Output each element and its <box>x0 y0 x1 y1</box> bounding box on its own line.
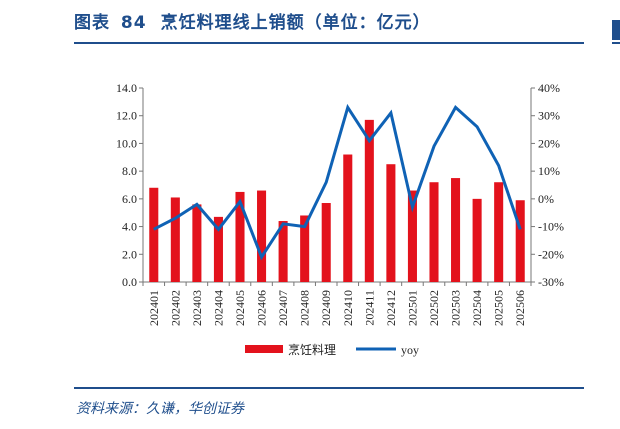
legend-label-line: yoy <box>401 343 419 357</box>
right-tick-label: 0% <box>538 192 554 206</box>
x-tick-label: 202405 <box>233 290 247 326</box>
bar-202409 <box>321 203 331 282</box>
right-tick-label: 40% <box>538 81 560 95</box>
bar-202402 <box>170 197 180 282</box>
left-tick-label: 2.0 <box>122 247 137 261</box>
x-tick-label: 202403 <box>190 290 204 326</box>
x-tick-label: 202408 <box>298 290 312 326</box>
left-tick-label: 6.0 <box>122 192 137 206</box>
x-tick-label: 202503 <box>449 290 463 326</box>
right-tick-label: 20% <box>538 136 560 150</box>
x-tick-label: 202407 <box>276 290 290 326</box>
bar-202506 <box>515 200 525 282</box>
bar-202410 <box>343 154 353 282</box>
left-tick-label: 0.0 <box>122 275 137 289</box>
x-tick-label: 202409 <box>319 290 333 326</box>
right-tick-label: -10% <box>538 220 564 234</box>
x-tick-label: 202401 <box>147 290 161 326</box>
left-tick-label: 14.0 <box>116 81 137 95</box>
x-tick-label: 202505 <box>492 290 506 326</box>
chart-title: 图表 84 烹饪料理线上销额（单位：亿元） <box>74 8 431 33</box>
yoy-line <box>153 103 522 261</box>
bar-202503 <box>451 178 461 282</box>
adjacent-panel-rule <box>612 42 620 44</box>
source-note: 资料来源：久谦，华创证券 <box>76 401 244 417</box>
bar-202411 <box>364 119 374 282</box>
bar-202501 <box>407 190 417 282</box>
x-tick-label: 202506 <box>513 290 527 326</box>
bar-202412 <box>386 164 396 282</box>
x-tick-label: 202410 <box>341 290 355 326</box>
left-tick-label: 4.0 <box>122 220 137 234</box>
bar-202504 <box>472 198 482 282</box>
figure-number: 84 <box>120 13 147 33</box>
title-rule <box>74 42 584 44</box>
bar-202407 <box>278 221 288 282</box>
right-tick-label: 30% <box>538 109 560 123</box>
right-tick-label: -30% <box>538 275 564 289</box>
figure-title: 烹饪料理线上销额（单位：亿元） <box>160 13 431 33</box>
x-tick-label: 202502 <box>427 290 441 326</box>
left-tick-label: 12.0 <box>116 109 137 123</box>
x-tick-label: 202402 <box>168 290 182 326</box>
bar-202405 <box>235 191 245 282</box>
bar-202401 <box>149 187 159 282</box>
bar-202404 <box>213 216 223 282</box>
left-tick-label: 10.0 <box>116 136 137 150</box>
source-rule <box>74 387 584 389</box>
x-tick-label: 202404 <box>211 290 225 326</box>
right-tick-label: 10% <box>538 164 560 178</box>
legend-swatch-bar <box>245 345 283 353</box>
x-tick-label: 202501 <box>405 290 419 326</box>
x-tick-label: 202412 <box>384 290 398 326</box>
bar-202408 <box>300 215 310 282</box>
bar-202502 <box>429 182 439 282</box>
x-tick-label: 202406 <box>255 290 269 326</box>
x-tick-label: 202411 <box>362 290 376 326</box>
legend-label-bar: 烹饪料理 <box>288 342 336 357</box>
bar-202403 <box>192 204 202 282</box>
figure-prefix: 图表 <box>74 13 110 33</box>
bar-202505 <box>494 182 504 282</box>
bar-202406 <box>257 190 267 282</box>
x-tick-label: 202504 <box>470 290 484 326</box>
right-tick-label: -20% <box>538 247 564 261</box>
adjacent-panel-edge <box>612 20 620 40</box>
left-tick-label: 8.0 <box>122 164 137 178</box>
